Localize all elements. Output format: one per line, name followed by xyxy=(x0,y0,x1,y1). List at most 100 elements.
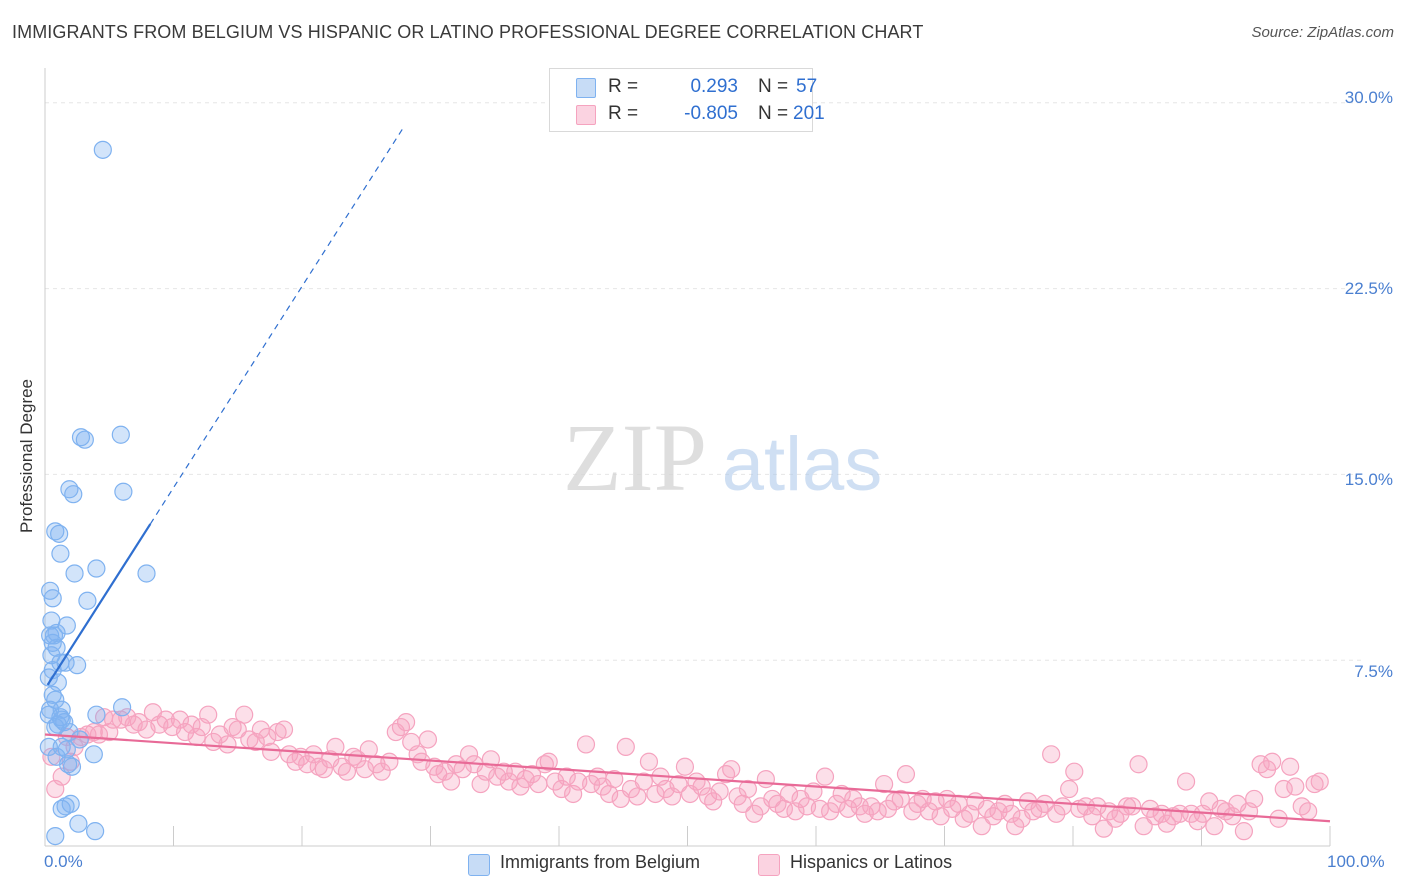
data-point xyxy=(57,740,76,759)
data-point xyxy=(129,713,148,732)
data-point xyxy=(1106,809,1125,828)
data-point xyxy=(372,762,391,781)
data-point xyxy=(756,770,775,789)
data-point xyxy=(984,807,1003,826)
data-point xyxy=(716,765,736,784)
data-point xyxy=(396,713,416,732)
legend-n-value: 57 xyxy=(796,76,818,97)
data-point xyxy=(62,757,82,776)
data-point xyxy=(111,425,130,444)
data-point xyxy=(75,430,94,449)
data-point xyxy=(1030,799,1049,818)
series-belgium xyxy=(39,140,156,846)
data-point xyxy=(1129,755,1148,774)
data-point xyxy=(1310,772,1329,791)
data-point xyxy=(114,482,133,501)
data-point xyxy=(557,767,576,786)
data-point xyxy=(1299,802,1318,821)
data-point xyxy=(1006,817,1025,836)
bottom-legend-swatch-hispanic xyxy=(758,854,780,876)
data-point xyxy=(156,710,175,729)
data-point xyxy=(529,774,548,794)
data-point xyxy=(41,581,60,600)
legend-r-label: R = xyxy=(608,76,639,97)
legend-r-label: R = xyxy=(608,103,639,124)
watermark-atlas: atlas xyxy=(722,422,883,507)
data-point xyxy=(137,564,156,583)
legend-n-value: 201 xyxy=(793,103,825,124)
data-point xyxy=(47,623,66,643)
data-point xyxy=(839,799,858,818)
data-point xyxy=(332,757,351,776)
data-point xyxy=(218,735,237,754)
data-point xyxy=(1176,772,1196,791)
stats-legend: R = 0.293 N = 57 R = -0.805 N = 201 xyxy=(549,68,825,132)
data-point xyxy=(84,745,103,764)
data-point xyxy=(1042,745,1061,764)
data-point xyxy=(1286,777,1305,796)
data-point xyxy=(104,710,123,729)
data-point xyxy=(175,722,195,742)
legend-swatch-hispanic xyxy=(576,105,596,125)
data-point xyxy=(576,735,596,754)
data-point xyxy=(50,524,69,543)
data-point xyxy=(298,755,317,774)
y-axis-label: Professional Degree xyxy=(17,378,36,534)
data-point xyxy=(1053,797,1072,816)
data-point xyxy=(326,737,345,757)
data-point xyxy=(1035,794,1054,813)
y-tick-label-22-5: 22.5% xyxy=(1344,279,1393,298)
bottom-legend-swatch-belgium xyxy=(468,854,490,876)
data-point xyxy=(43,685,62,704)
data-point xyxy=(118,708,137,727)
data-point xyxy=(68,656,87,675)
data-point xyxy=(763,789,782,809)
watermark-zip: ZIP xyxy=(563,404,707,511)
data-point xyxy=(87,705,106,724)
bottom-legend-label-hispanic: Hispanics or Latinos xyxy=(790,852,953,872)
data-point xyxy=(262,742,281,761)
data-point xyxy=(891,789,910,809)
data-point xyxy=(738,779,757,799)
data-point xyxy=(605,770,624,789)
data-point xyxy=(39,668,58,687)
data-point xyxy=(745,804,764,823)
legend-swatch-belgium xyxy=(576,78,596,98)
legend-r-value: 0.293 xyxy=(690,76,738,97)
data-point xyxy=(896,765,916,784)
data-point xyxy=(418,730,438,749)
data-point xyxy=(1245,789,1264,809)
data-point xyxy=(43,589,62,608)
data-point xyxy=(87,559,106,578)
data-point xyxy=(827,794,846,813)
data-point xyxy=(972,817,991,836)
data-point xyxy=(441,772,461,791)
trendlines xyxy=(44,125,1331,823)
trendline-belgium-extension xyxy=(149,125,406,525)
data-point xyxy=(821,802,840,821)
data-point xyxy=(878,799,898,818)
data-point xyxy=(286,752,305,771)
gridlines xyxy=(45,102,1365,661)
data-point xyxy=(380,752,399,771)
series xyxy=(39,140,1329,846)
data-point xyxy=(546,772,565,791)
x-tick-label-max: 100.0% xyxy=(1327,852,1385,871)
data-point xyxy=(57,616,76,635)
data-point xyxy=(1205,817,1224,836)
data-point xyxy=(675,757,695,776)
series-hispanic xyxy=(42,703,1329,841)
x-tick-label-min: 0.0% xyxy=(44,852,83,871)
data-point xyxy=(1065,762,1084,781)
chart-title: IMMIGRANTS FROM BELGIUM VS HISPANIC OR L… xyxy=(12,22,924,42)
data-point xyxy=(844,789,863,809)
data-point xyxy=(258,727,277,747)
data-point xyxy=(1157,814,1176,833)
data-point xyxy=(86,822,105,841)
source-credit: Source: ZipAtlas.com xyxy=(1251,24,1394,41)
watermark: ZIP atlas xyxy=(563,404,882,511)
data-point xyxy=(1281,757,1300,776)
data-point xyxy=(815,767,835,786)
data-point xyxy=(1060,779,1079,799)
